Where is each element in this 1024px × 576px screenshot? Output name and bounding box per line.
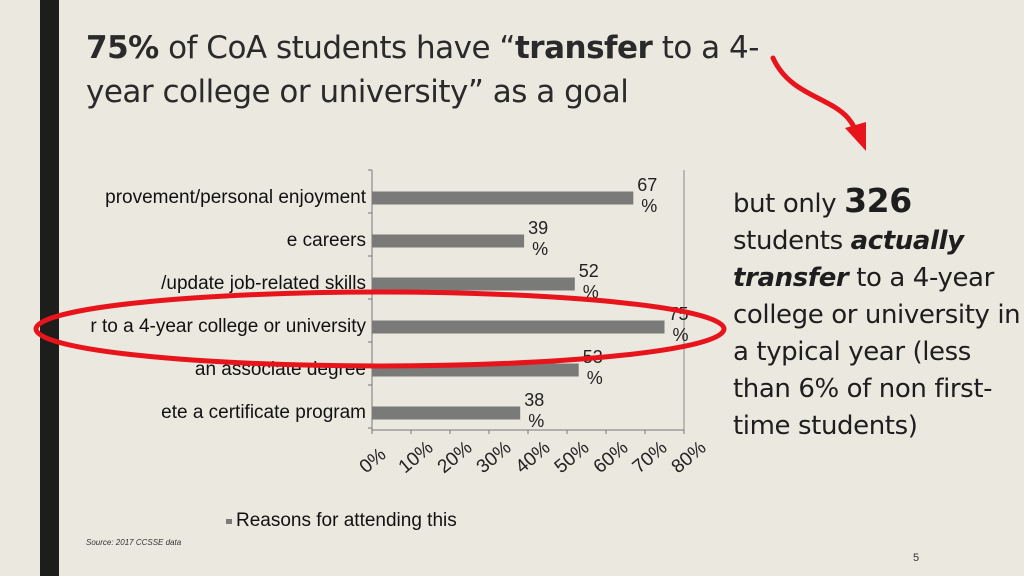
side-note: but only 326 students actually transfer … (733, 182, 1023, 445)
category-label: /update job-related skills (161, 273, 366, 294)
data-label-unit: % (532, 239, 548, 259)
highlight-ellipse (33, 289, 727, 369)
headline-part1: of CoA students have “ (168, 30, 515, 66)
data-label: 38 (524, 390, 544, 410)
bar (372, 277, 575, 291)
data-label-unit: % (528, 411, 544, 431)
headline-percent: 75% (86, 30, 159, 66)
side-note-emphasis-actually: actually (850, 226, 964, 256)
bar (372, 406, 521, 420)
bar (372, 191, 634, 205)
side-note-emphasis-transfer: transfer (733, 263, 849, 293)
side-note-part3: to a 4-year college or university in a t… (733, 263, 1021, 441)
legend-swatch (226, 519, 232, 524)
data-label-unit: % (587, 368, 603, 388)
side-note-part2: students (733, 226, 843, 256)
source-note: Source: 2017 CCSSE data (86, 538, 182, 547)
sidebar-accent-bar (40, 0, 59, 576)
category-label: provement/personal enjoyment (105, 187, 367, 208)
data-label: 67 (637, 175, 657, 195)
data-label: 39 (528, 218, 548, 238)
x-tick-label: 70% (629, 437, 672, 478)
arrow-head (845, 122, 866, 151)
x-tick-label: 30% (473, 437, 516, 478)
legend-label: Reasons for attending this (236, 510, 457, 531)
chart-inner: provement/personal enjoyment 67% e careers… (33, 55, 866, 531)
side-note-number: 326 (844, 181, 912, 220)
data-label: 52 (579, 261, 599, 281)
side-note-part1: but only (733, 189, 837, 219)
category-label: r to a 4-year college or university (90, 316, 366, 337)
category-label: ete a certificate program (161, 402, 366, 423)
slide-title: 75% of CoA students have “transfer to a … (86, 26, 766, 114)
bar (372, 320, 665, 334)
headline-emphasis: transfer (514, 30, 653, 66)
headline-part2: to a 4-year college or university” as a … (86, 30, 759, 110)
data-label-unit: % (641, 196, 657, 216)
x-tick-label: 80% (668, 437, 711, 478)
category-label: e careers (287, 230, 366, 251)
x-tick-label: 20% (434, 437, 477, 478)
x-tick-label: 60% (590, 437, 633, 478)
x-tick-label: 0% (356, 444, 391, 478)
x-tick-label: 10% (395, 437, 438, 478)
arrow-curve (770, 55, 861, 139)
data-label-unit: % (673, 325, 689, 345)
page-number: 5 (913, 552, 920, 564)
bar (372, 234, 525, 248)
x-tick-label: 50% (551, 437, 594, 478)
x-tick-label: 40% (512, 437, 555, 478)
